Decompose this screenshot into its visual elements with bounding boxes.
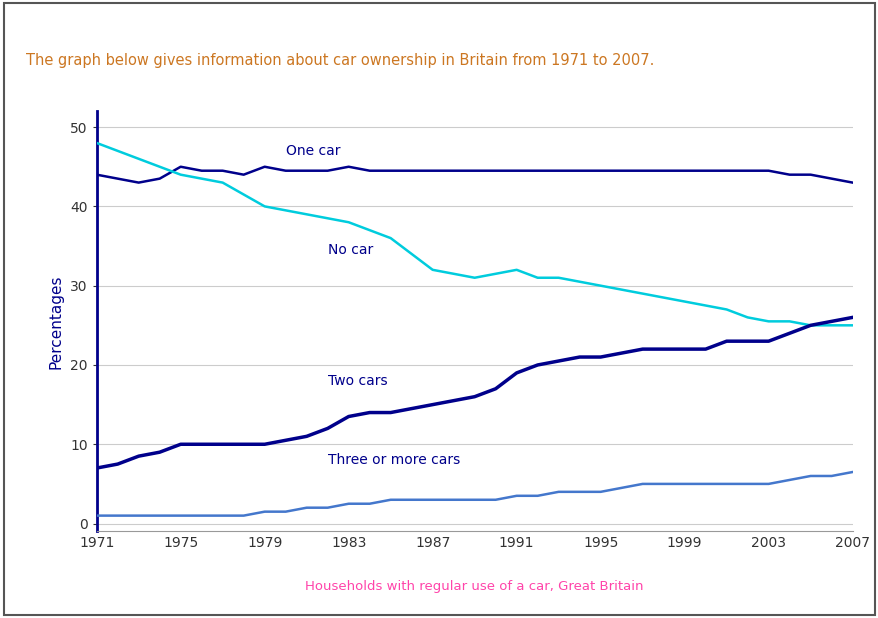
Text: Two cars: Two cars <box>327 374 387 387</box>
Text: Households with regular use of a car, Great Britain: Households with regular use of a car, Gr… <box>305 580 644 593</box>
Text: Three or more cars: Three or more cars <box>327 453 459 467</box>
Text: One car: One car <box>285 144 340 158</box>
Text: The graph below gives information about car ownership in Britain from 1971 to 20: The graph below gives information about … <box>26 53 654 67</box>
Y-axis label: Percentages: Percentages <box>48 274 63 368</box>
Text: No car: No car <box>327 243 372 257</box>
